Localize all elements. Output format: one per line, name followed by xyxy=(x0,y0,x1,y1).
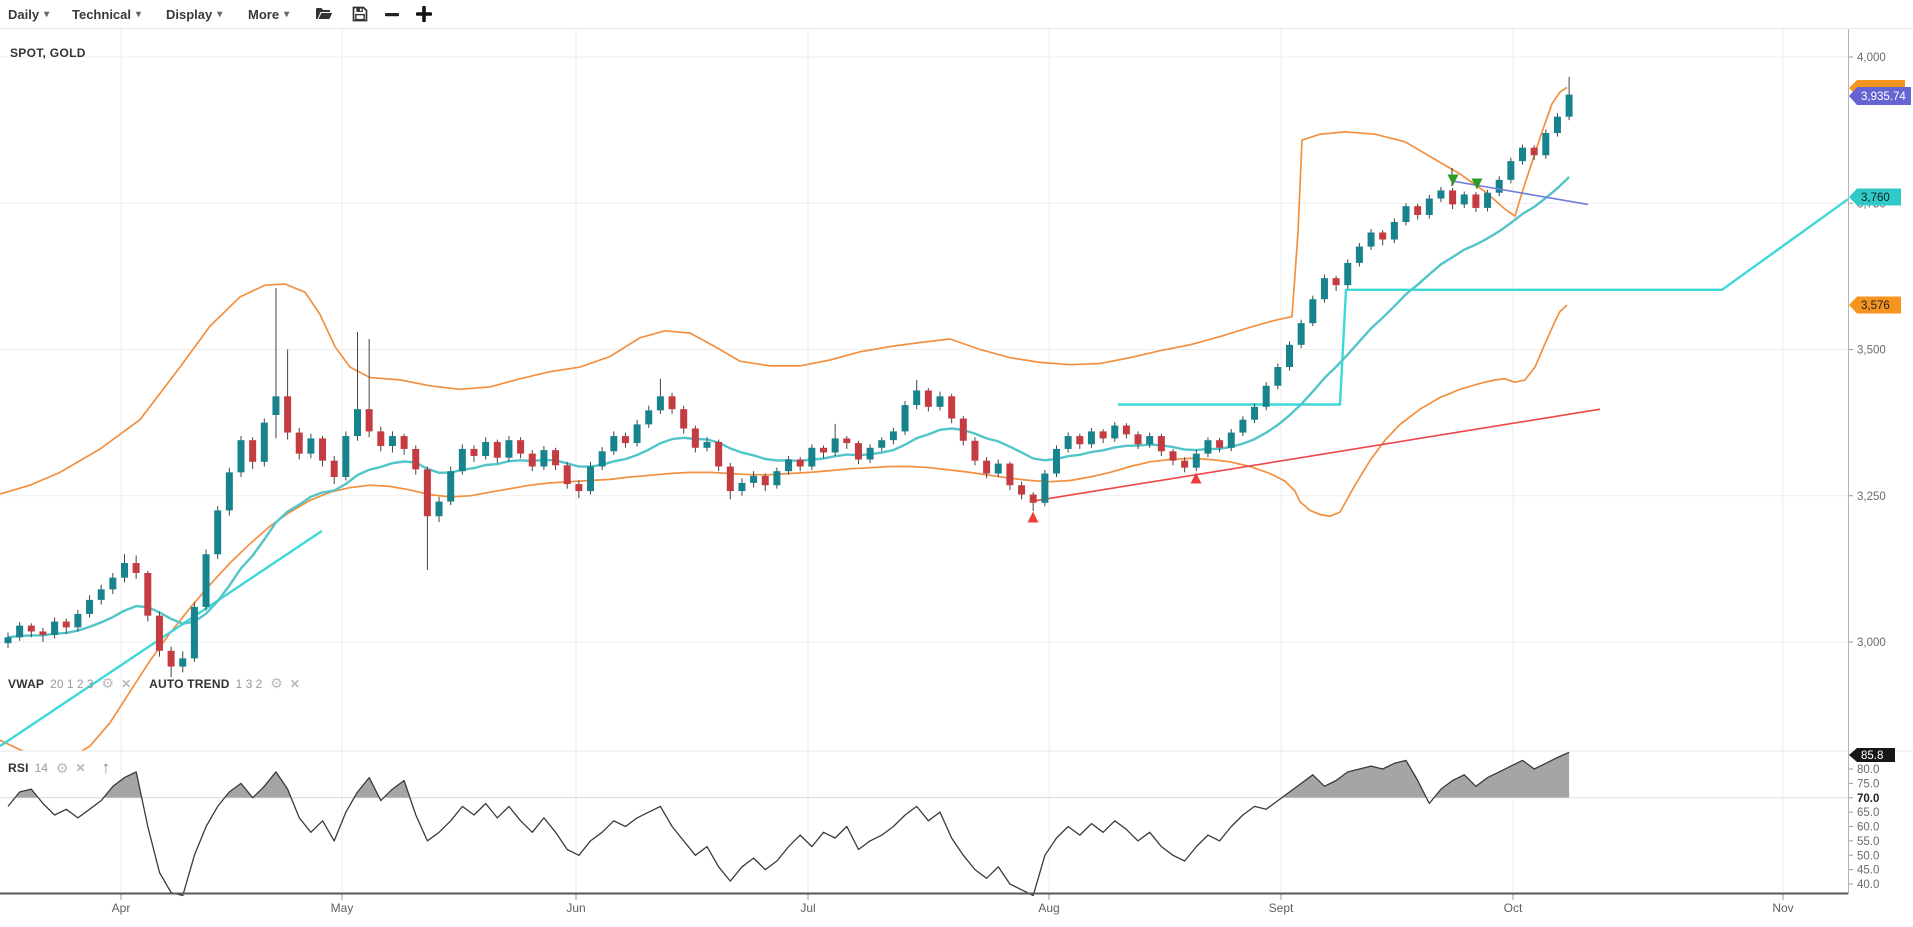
menu-display-label: Display xyxy=(166,6,213,22)
autotrend-legend-params: 1 3 2 xyxy=(235,676,263,691)
gear-icon[interactable]: ⚙ xyxy=(101,675,115,691)
month-label: Jul xyxy=(800,901,815,915)
auto-trend-resistance-line[interactable] xyxy=(1451,180,1589,206)
last-price-badge: 3,935.74 xyxy=(1849,87,1911,105)
month-label: Aug xyxy=(1038,901,1059,915)
chevron-down-icon: ▾ xyxy=(44,8,50,20)
chevron-down-icon: ▾ xyxy=(217,8,223,20)
rsi-value-badge: 85.8 xyxy=(1849,748,1895,762)
month-label: Jun xyxy=(566,901,585,915)
vwap-legend-name: VWAP xyxy=(8,676,45,691)
month-label: Nov xyxy=(1772,901,1793,915)
rsi-tick-label: 40.0 xyxy=(1857,879,1879,891)
lower-band-badge: 3,576 xyxy=(1849,296,1901,314)
rsi-pane: 80.0 75.0 70.0 65.0 60.0 55.0 50.0 45.0 40.0 xyxy=(0,751,1879,897)
auto-trend-support-line[interactable] xyxy=(1029,408,1601,503)
rsi-tick-label: 50.0 xyxy=(1857,850,1879,862)
toolbar: Daily ▾ Technical ▾ Display ▾ More ▾ xyxy=(0,0,1913,29)
price-tick-label: 3,500 xyxy=(1857,345,1886,357)
menu-more[interactable]: More ▾ xyxy=(248,0,289,28)
svg-text:3,935.74: 3,935.74 xyxy=(1861,91,1906,103)
move-pane-up-icon[interactable]: ↑ xyxy=(101,758,111,777)
symbol-label: SPOT, GOLD xyxy=(10,46,86,60)
save-icon[interactable] xyxy=(351,5,369,23)
close-icon[interactable]: ✕ xyxy=(289,676,300,691)
month-axis: Apr May Jun Jul Aug Sept Oct Nov xyxy=(112,28,1794,915)
rsi-tick-label: 55.0 xyxy=(1857,836,1879,848)
candlestick-series xyxy=(4,76,1573,678)
svg-text:85.8: 85.8 xyxy=(1861,750,1883,762)
auto-trend-badge: 3,760 xyxy=(1849,188,1901,206)
vwap-lower-band xyxy=(0,304,1568,751)
svg-text:3,576: 3,576 xyxy=(1861,300,1890,312)
chevron-down-icon: ▾ xyxy=(284,8,290,20)
rsi-legend-params: 14 xyxy=(34,761,48,775)
menu-more-label: More xyxy=(248,6,280,22)
month-label: Sept xyxy=(1269,901,1294,915)
close-icon[interactable]: ✕ xyxy=(121,676,132,691)
rsi-tick-label: 70.0 xyxy=(1857,793,1879,805)
open-folder-icon[interactable] xyxy=(315,5,333,23)
price-tick-label: 4,000 xyxy=(1857,52,1886,64)
rsi-legend-row: RSI 14 ⚙ ✕ ↑ xyxy=(8,758,110,778)
menu-display[interactable]: Display ▾ xyxy=(166,0,222,28)
vwap-legend-params: 20 1 2 3 xyxy=(50,676,94,691)
month-label: Oct xyxy=(1504,901,1523,915)
rsi-tick-label: 75.0 xyxy=(1857,778,1879,790)
close-icon[interactable]: ✕ xyxy=(75,761,86,775)
zoom-out-icon[interactable] xyxy=(384,7,402,25)
gear-icon[interactable]: ⚙ xyxy=(270,675,283,691)
menu-daily-label: Daily xyxy=(8,6,40,22)
triangle-down-marker xyxy=(1471,178,1483,190)
rsi-tick-label: 65.0 xyxy=(1857,807,1879,819)
gear-icon[interactable]: ⚙ xyxy=(55,759,69,776)
indicator-legend-row: VWAP 20 1 2 3 ⚙ ✕ AUTO TREND 1 3 2 ⚙ ✕ xyxy=(8,675,310,692)
auto-trend-line[interactable] xyxy=(1118,198,1848,406)
vwap-upper-band xyxy=(0,86,1568,495)
rsi-line xyxy=(7,751,1570,897)
rsi-tick-label: 60.0 xyxy=(1857,822,1879,834)
triangle-up-marker xyxy=(1190,472,1202,484)
rsi-overbought-fill xyxy=(8,752,1570,798)
menu-technical-label: Technical xyxy=(72,6,132,22)
price-tick-label: 3,250 xyxy=(1857,491,1886,503)
menu-daily[interactable]: Daily ▾ xyxy=(8,0,49,28)
rsi-tick-label: 45.0 xyxy=(1857,865,1879,877)
month-label: Apr xyxy=(112,901,131,915)
price-pane xyxy=(0,76,1848,751)
rsi-legend-name: RSI xyxy=(8,761,29,775)
triangle-up-marker xyxy=(1027,511,1039,523)
menu-technical[interactable]: Technical ▾ xyxy=(72,0,141,28)
svg-text:3,760: 3,760 xyxy=(1861,192,1890,204)
triangle-down-marker xyxy=(1447,174,1459,186)
price-tick-label: 3,000 xyxy=(1857,637,1886,649)
chevron-down-icon: ▾ xyxy=(136,8,142,20)
autotrend-legend-name: AUTO TREND xyxy=(149,676,230,691)
month-label: May xyxy=(331,901,354,915)
vwap-line xyxy=(7,176,1570,639)
rsi-tick-label: 80.0 xyxy=(1857,764,1879,776)
zoom-in-icon[interactable] xyxy=(414,4,432,22)
